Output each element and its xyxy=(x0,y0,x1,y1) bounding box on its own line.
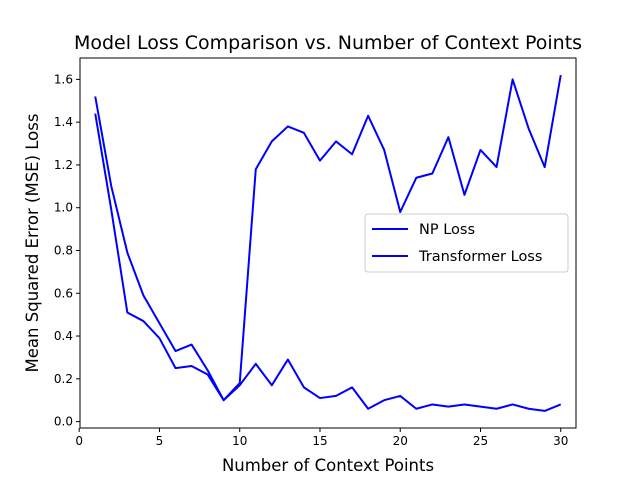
x-axis-label: Number of Context Points xyxy=(222,456,434,475)
series-line-transformer-loss xyxy=(94,113,562,412)
legend-box xyxy=(364,213,569,273)
plot-lines xyxy=(94,74,562,412)
legend: NP Loss Transformer Loss xyxy=(364,213,569,273)
x-tick-label: 20 xyxy=(393,434,408,448)
y-tick-label: 0.8 xyxy=(54,243,73,257)
y-tick-label: 1.4 xyxy=(54,115,73,129)
x-axis-ticks: 0 5 10 15 20 25 30 xyxy=(75,428,568,448)
x-tick-label: 10 xyxy=(232,434,247,448)
y-tick-label: 0.6 xyxy=(54,286,73,300)
x-tick-label: 5 xyxy=(156,434,164,448)
y-tick-label: 0.2 xyxy=(54,372,73,386)
y-tick-label: 0.4 xyxy=(54,329,73,343)
y-tick-label: 1.2 xyxy=(54,158,73,172)
series-line-np-loss xyxy=(94,74,562,402)
legend-label-transformer-loss: Transformer Loss xyxy=(418,249,542,265)
x-tick-label: 0 xyxy=(75,434,83,448)
plot-frame xyxy=(79,57,577,429)
legend-label-np-loss: NP Loss xyxy=(419,222,475,238)
chart-title: Model Loss Comparison vs. Number of Cont… xyxy=(74,32,582,54)
y-axis-ticks: 0.0 0.2 0.4 0.6 0.8 1.0 1.2 1.4 1.6 xyxy=(54,72,80,429)
x-tick-label: 30 xyxy=(553,434,568,448)
y-tick-label: 1.0 xyxy=(54,201,73,215)
y-tick-label: 1.6 xyxy=(54,72,73,86)
x-tick-label: 25 xyxy=(473,434,488,448)
x-tick-label: 15 xyxy=(312,434,327,448)
y-tick-label: 0.0 xyxy=(54,415,73,429)
y-axis-label: Mean Squared Error (MSE) Loss xyxy=(23,114,42,373)
